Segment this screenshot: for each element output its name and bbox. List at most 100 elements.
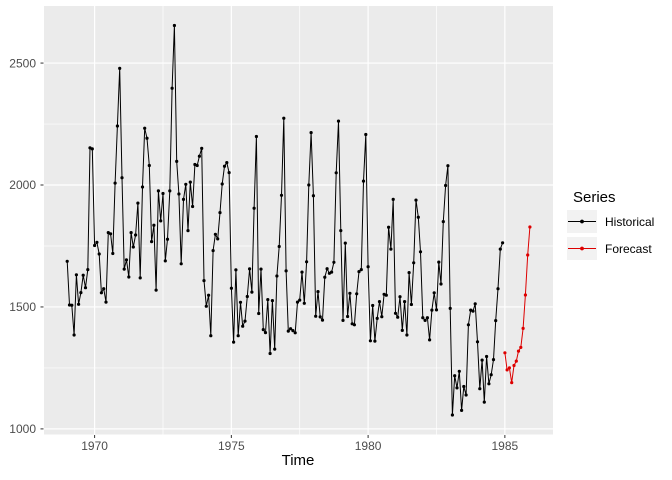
data-point (355, 292, 359, 296)
data-point (403, 300, 407, 304)
data-point (143, 126, 147, 130)
data-point (136, 201, 140, 205)
data-point (407, 271, 411, 275)
data-point (275, 274, 279, 278)
x-axis-title: Time (282, 452, 315, 469)
forecast-line-point-icon (567, 237, 597, 260)
data-point (464, 393, 468, 397)
data-point (496, 287, 500, 291)
data-point (229, 286, 233, 290)
data-point (113, 181, 117, 185)
data-point (295, 300, 300, 304)
data-point (516, 349, 521, 353)
data-point (491, 358, 496, 362)
data-point (421, 316, 425, 320)
data-point (414, 198, 418, 202)
data-point (357, 270, 361, 274)
data-point (134, 233, 138, 237)
data-point (111, 251, 115, 256)
data-point (97, 252, 101, 256)
data-point (439, 282, 443, 286)
data-point (209, 334, 213, 338)
data-point (352, 323, 356, 327)
data-point (259, 267, 263, 271)
data-point (432, 291, 436, 295)
data-point (222, 164, 227, 168)
data-point (368, 339, 372, 343)
data-point (485, 354, 489, 359)
data-point (220, 182, 224, 186)
y-axis-tick-label: 1000 (9, 422, 36, 436)
x-axis-tick-label: 1985 (492, 439, 519, 453)
data-point (120, 176, 124, 180)
data-point (364, 132, 368, 137)
data-point (387, 225, 391, 229)
data-point (165, 237, 170, 241)
data-point (323, 275, 327, 279)
data-point (320, 318, 325, 322)
data-point (65, 259, 69, 263)
data-point (498, 247, 502, 251)
legend-title: Series (573, 189, 616, 206)
data-point (361, 179, 366, 183)
data-point (389, 247, 393, 251)
x-axis-tick-label: 1975 (218, 439, 245, 453)
data-point (200, 146, 204, 150)
data-point (528, 225, 532, 229)
data-point (480, 358, 484, 362)
legend-item-historical: Historical (567, 210, 654, 233)
data-point (227, 171, 231, 175)
data-point (181, 197, 186, 201)
data-point (207, 293, 211, 297)
chart-layer: 1000 1500 2000 2500 1970 1975 1980 1985 (9, 6, 553, 453)
data-point (279, 193, 284, 197)
data-point (238, 300, 243, 304)
data-point (457, 369, 461, 373)
data-point (191, 204, 195, 209)
data-point (298, 298, 302, 302)
data-point (305, 260, 309, 264)
data-point (72, 333, 76, 337)
data-point (179, 262, 183, 266)
data-point (218, 211, 222, 215)
data-point (131, 245, 135, 249)
data-point (334, 171, 338, 175)
data-point (318, 315, 322, 319)
data-point (425, 316, 429, 320)
data-point (346, 314, 350, 319)
data-point (434, 308, 439, 312)
data-point (273, 347, 277, 351)
data-point (234, 268, 238, 272)
data-point (175, 159, 179, 163)
data-point (99, 291, 103, 295)
data-point (478, 387, 482, 391)
data-point (284, 269, 288, 273)
data-point (384, 293, 388, 297)
data-point (494, 319, 498, 323)
legend: Series Historical Forecast (567, 189, 654, 264)
data-point (309, 131, 313, 135)
data-point (339, 229, 343, 233)
data-point (86, 268, 90, 272)
data-point (307, 183, 311, 187)
data-point (83, 286, 88, 290)
data-point (380, 315, 384, 319)
data-point (81, 273, 85, 277)
data-point (482, 400, 486, 404)
data-point (366, 265, 370, 269)
data-point (430, 308, 434, 312)
data-point (311, 194, 315, 198)
data-point (195, 163, 199, 168)
data-point (514, 359, 518, 363)
data-point (444, 183, 448, 188)
data-point (67, 303, 72, 307)
data-point (286, 329, 290, 333)
data-point (252, 206, 256, 210)
data-point (268, 351, 272, 356)
data-point (154, 288, 158, 292)
data-point (243, 319, 247, 323)
data-point (245, 294, 249, 299)
data-point (266, 298, 270, 302)
data-point (418, 250, 423, 254)
